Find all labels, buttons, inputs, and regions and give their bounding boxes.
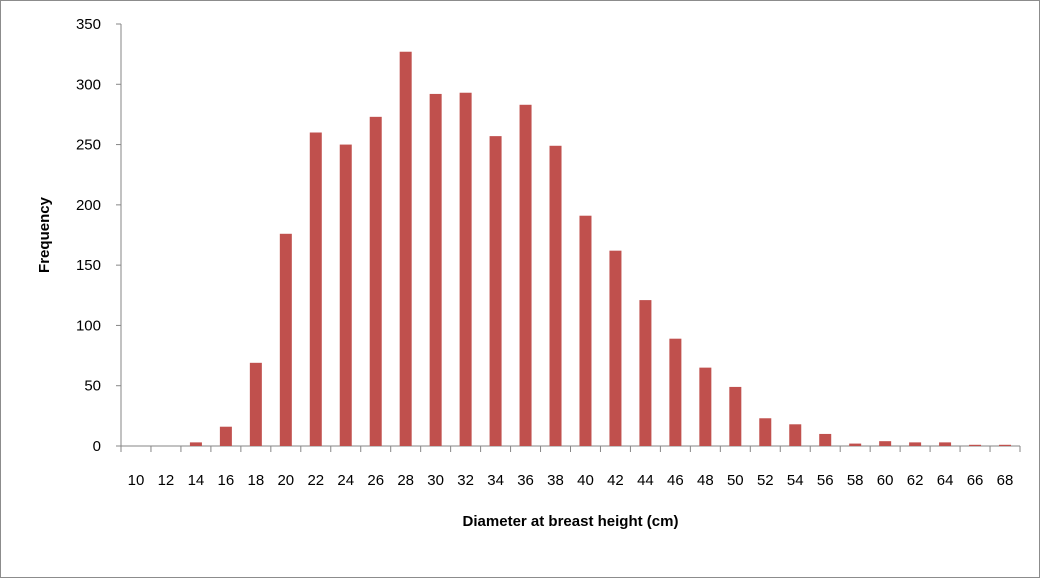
- bar-64: [939, 442, 952, 446]
- bar-42: [609, 250, 622, 446]
- x-tick-label: 66: [967, 472, 984, 489]
- y-tick-label: 150: [76, 257, 101, 274]
- x-tick-label: 16: [218, 472, 235, 489]
- x-tick-label: 64: [937, 472, 954, 489]
- bar-48: [699, 367, 712, 446]
- x-tick-label: 60: [877, 472, 894, 489]
- x-tick-label: 18: [248, 472, 265, 489]
- x-tick-label: 20: [277, 472, 294, 489]
- x-tick-label: 48: [697, 472, 714, 489]
- bar-26: [369, 116, 382, 446]
- bar-28: [399, 51, 412, 446]
- x-tick-label: 52: [757, 472, 774, 489]
- x-tick-label: 62: [907, 472, 924, 489]
- y-tick-label: 200: [76, 197, 101, 214]
- x-tick-label: 54: [787, 472, 804, 489]
- y-tick-label: 300: [76, 76, 101, 93]
- x-tick-label: 36: [517, 472, 534, 489]
- bar-66: [969, 444, 982, 446]
- y-tick-label: 350: [76, 16, 101, 33]
- y-tick-label: 100: [76, 317, 101, 334]
- bar-58: [849, 443, 862, 446]
- x-tick-label: 40: [577, 472, 594, 489]
- x-tick-label: 34: [487, 472, 504, 489]
- bar-20: [279, 233, 292, 446]
- x-tick-label: 68: [997, 472, 1014, 489]
- bar-62: [909, 442, 922, 446]
- bar-44: [639, 300, 652, 446]
- x-tick-label: 26: [367, 472, 384, 489]
- x-tick-label: 56: [817, 472, 834, 489]
- bar-24: [339, 144, 352, 446]
- x-tick-label: 42: [607, 472, 624, 489]
- x-axis: 10 12 14 16 18 20 22 24 26 28 30 32 34 36 38 40 42 44 46 48…: [120, 445, 1021, 489]
- y-axis-title: Frequency: [36, 196, 53, 273]
- x-axis-title: Diameter at breast height (cm): [463, 513, 679, 530]
- x-tick-label: 50: [727, 472, 744, 489]
- bar-54: [789, 424, 802, 446]
- bar-36: [519, 104, 532, 446]
- bar-52: [759, 418, 772, 446]
- bar-60: [879, 441, 892, 446]
- x-tick-label: 32: [457, 472, 474, 489]
- bar-68: [999, 444, 1012, 446]
- bar-56: [819, 433, 832, 446]
- x-tick-label: 22: [307, 472, 324, 489]
- bar-38: [549, 145, 562, 446]
- x-tick-label: 30: [427, 472, 444, 489]
- bars: [189, 51, 1012, 447]
- x-tick-label: 38: [547, 472, 564, 489]
- x-tick-label: 44: [637, 472, 654, 489]
- y-tick-label: 250: [76, 137, 101, 154]
- y-tick-label: 50: [84, 378, 101, 395]
- bar-46: [669, 338, 682, 446]
- y-axis: 0 50 100 150 200 250 300 350: [76, 16, 122, 455]
- bar-32: [459, 92, 472, 446]
- x-tick-label: 12: [158, 472, 175, 489]
- y-tick-label: 0: [93, 438, 101, 455]
- x-tick-label: 10: [128, 472, 145, 489]
- bar-34: [489, 136, 502, 446]
- bar-18: [249, 362, 262, 446]
- bar-30: [429, 93, 442, 447]
- x-tick-label: 46: [667, 472, 684, 489]
- bar-14: [189, 442, 202, 446]
- bar-40: [579, 215, 592, 446]
- x-tick-label: 24: [337, 472, 354, 489]
- x-tick-label: 14: [188, 472, 205, 489]
- bar-16: [219, 426, 232, 446]
- bar-22: [309, 132, 322, 446]
- x-tick-label: 28: [397, 472, 414, 489]
- x-tick-label: 58: [847, 472, 864, 489]
- bar-50: [729, 386, 742, 446]
